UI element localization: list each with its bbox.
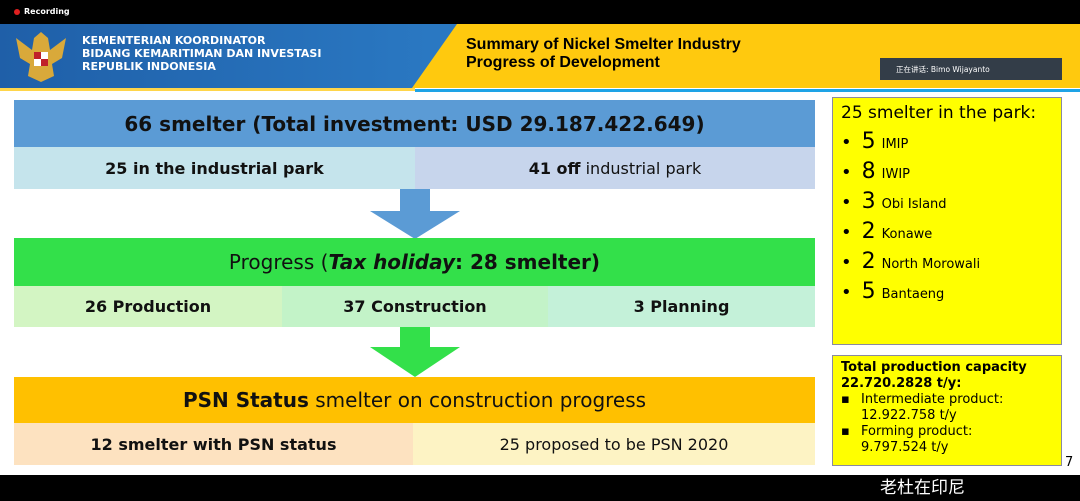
garuda-emblem-icon	[16, 32, 66, 82]
org-line: REPUBLIK INDONESIA	[82, 60, 216, 73]
progress-box: Progress (Tax holiday: 28 smelter)	[14, 238, 815, 286]
bullet-icon: •	[841, 192, 852, 213]
capacity-value: 12.922.758 t/y	[861, 408, 957, 423]
production-box: 26 Production	[14, 286, 282, 327]
park-item: • 8 IWIP	[841, 159, 1053, 184]
park-item: • 2 North Morowali	[841, 249, 1053, 274]
down-arrow-icon	[370, 189, 460, 239]
park-count: 5	[861, 129, 876, 154]
park-count: 5	[861, 279, 876, 304]
park-name: IWIP	[881, 167, 910, 182]
organization-name: KEMENTERIAN KOORDINATOR BIDANG KEMARITIM…	[82, 34, 321, 73]
slide-header: KEMENTERIAN KOORDINATOR BIDANG KEMARITIM…	[0, 24, 1080, 88]
in-park-box: 25 in the industrial park	[14, 147, 415, 189]
park-name: North Morowali	[881, 257, 981, 272]
park-name: Obi Island	[881, 197, 947, 212]
off-park-box: 41 off industrial park	[415, 147, 815, 189]
tax-holiday-count: : 28 smelter)	[455, 250, 601, 274]
watermark: 老杜在印尼	[880, 478, 965, 498]
park-breakdown-panel: 25 smelter in the park: • 5 IMIP • 8 IWIP • 3 Ob…	[832, 97, 1062, 345]
park-name: IMIP	[881, 137, 909, 152]
park-count: 8	[861, 159, 876, 184]
psn-proposed-box: 25 proposed to be PSN 2020	[413, 423, 815, 465]
park-item: • 2 Konawe	[841, 219, 1053, 244]
park-count: 3	[861, 189, 876, 214]
park-name: Konawe	[881, 227, 933, 242]
bottom-bar	[0, 475, 1080, 501]
capacity-label: Intermediate product:	[861, 392, 1004, 407]
title-line: Summary of Nickel Smelter Industry	[466, 36, 741, 53]
capacity-item: ▪ Intermediate product: 12.922.758 t/y	[841, 392, 1004, 423]
org-line: BIDANG KEMARITIMAN DAN INVESTASI	[82, 47, 322, 60]
bullet-icon: •	[841, 162, 852, 183]
org-line: KEMENTERIAN KOORDINATOR	[82, 34, 266, 47]
psn-label: PSN Status	[182, 388, 309, 412]
psn-status-box: PSN Status smelter on construction progr…	[14, 377, 815, 423]
recording-dot-icon	[14, 9, 20, 15]
park-item: • 5 IMIP	[841, 129, 1053, 154]
recording-bar: Recording	[0, 0, 1080, 24]
off-park-label: industrial park	[580, 158, 702, 178]
title-line: Progress of Development	[466, 54, 660, 71]
bullet-icon: •	[841, 252, 852, 273]
bullet-icon: •	[841, 222, 852, 243]
park-name: Bantaeng	[881, 287, 945, 302]
park-count: 2	[861, 219, 876, 244]
bullet-icon: •	[841, 132, 852, 153]
planning-box: 3 Planning	[548, 286, 815, 327]
capacity-panel: Total production capacity 22.720.2828 t/…	[832, 355, 1062, 466]
construction-box: 37 Construction	[282, 286, 548, 327]
progress-label: Progress (	[228, 250, 329, 274]
park-item: • 3 Obi Island	[841, 189, 1053, 214]
capacity-label: Forming product:	[861, 424, 973, 439]
page-number: 7	[1065, 455, 1074, 470]
divider	[415, 89, 1080, 92]
recording-label: Recording	[24, 7, 70, 16]
psn-description: smelter on construction progress	[308, 388, 647, 412]
speaker-indicator: 正在讲话: Bimo Wijayanto	[880, 58, 1062, 80]
off-park-count: 41 off	[528, 158, 581, 178]
slide-title: Summary of Nickel Smelter Industry Progr…	[466, 36, 741, 72]
capacity-item: ▪ Forming product: 9.797.524 t/y	[841, 424, 973, 455]
park-item: • 5 Bantaeng	[841, 279, 1053, 304]
panel-heading: Total production capacity 22.720.2828 t/…	[841, 360, 1027, 391]
divider	[0, 88, 415, 91]
park-count: 2	[861, 249, 876, 274]
capacity-value: 9.797.524 t/y	[861, 440, 949, 455]
total-smelter-box: 66 smelter (Total investment: USD 29.187…	[14, 100, 815, 147]
panel-heading: 25 smelter in the park:	[841, 103, 1037, 123]
bullet-icon: •	[841, 282, 852, 303]
tax-holiday-label: Tax holiday	[328, 250, 455, 274]
psn-count-box: 12 smelter with PSN status	[14, 423, 413, 465]
down-arrow-icon	[370, 327, 460, 377]
